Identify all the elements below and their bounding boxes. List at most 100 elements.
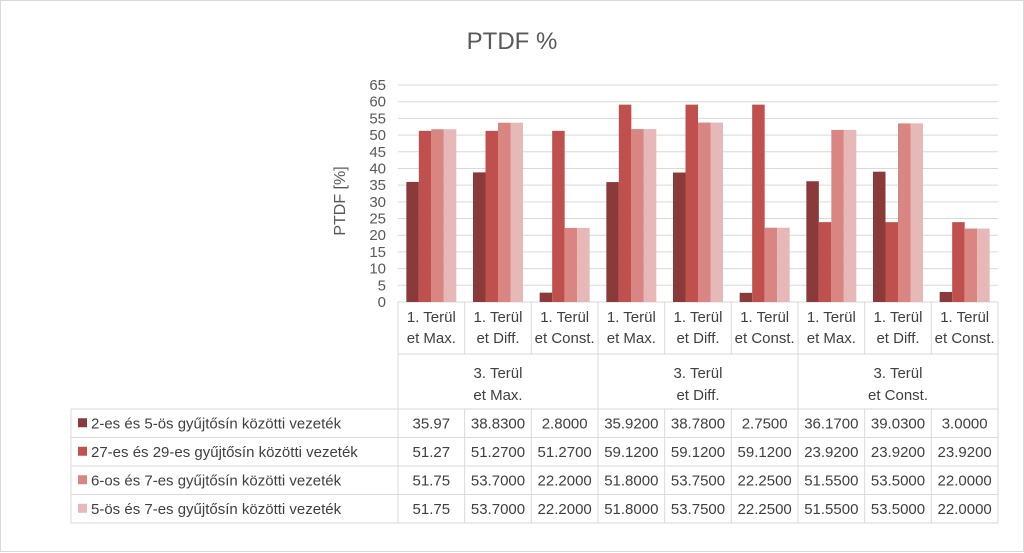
data-label: 38.7800 bbox=[671, 415, 725, 432]
y-tick-label: 30 bbox=[369, 194, 386, 211]
bar bbox=[406, 181, 419, 302]
bar bbox=[443, 129, 457, 302]
bar bbox=[510, 122, 523, 303]
data-label: 23.9200 bbox=[938, 444, 992, 461]
bar bbox=[885, 222, 898, 302]
x-group-label: 3. Terül bbox=[474, 365, 523, 382]
bar bbox=[910, 123, 923, 303]
bar bbox=[739, 292, 753, 302]
data-table: 1. Terül et Max. 1. Terül et Diff. 1. Terül e… bbox=[70, 302, 999, 524]
data-label: 2.7500 bbox=[742, 415, 788, 432]
data-label: 36.1700 bbox=[804, 415, 858, 432]
data-label: 3.0000 bbox=[942, 415, 988, 432]
x-group-label: et Diff. bbox=[676, 387, 719, 404]
bar bbox=[939, 291, 953, 302]
data-label: 59.1200 bbox=[604, 444, 658, 461]
bars bbox=[406, 104, 990, 303]
data-label: 51.8000 bbox=[604, 501, 658, 518]
legend-key bbox=[78, 418, 87, 428]
y-tick-label: 20 bbox=[369, 227, 386, 244]
x-category-label: 1. Terül bbox=[407, 309, 456, 326]
data-label: 38.8300 bbox=[471, 415, 525, 432]
legend-series-name: 6-os és 7-es gyűjtősín közötti vezeték bbox=[91, 472, 342, 489]
bar bbox=[710, 122, 723, 302]
bar bbox=[752, 104, 765, 302]
x-category-label: 1. Terül bbox=[607, 309, 656, 326]
bar bbox=[643, 129, 657, 302]
data-label: 59.1200 bbox=[671, 444, 725, 461]
y-tick-label: 55 bbox=[369, 110, 386, 127]
y-tick-label: 0 bbox=[378, 294, 386, 311]
x-category-label: 1. Terül bbox=[540, 309, 589, 326]
data-label: 59.1200 bbox=[738, 444, 792, 461]
data-label: 35.9200 bbox=[604, 415, 658, 432]
bar bbox=[631, 129, 644, 302]
bar bbox=[777, 227, 790, 302]
x-category-label: 1. Terül bbox=[940, 309, 989, 326]
data-label: 53.5000 bbox=[871, 472, 925, 489]
x-group-label: 3. Terül bbox=[674, 365, 723, 382]
data-label: 2.8000 bbox=[542, 415, 588, 432]
y-tick-label: 50 bbox=[369, 127, 386, 144]
bar bbox=[873, 171, 886, 302]
y-tick-label: 35 bbox=[369, 177, 386, 194]
bar bbox=[964, 228, 978, 302]
data-label: 35.97 bbox=[413, 415, 451, 432]
data-label: 51.5500 bbox=[804, 472, 858, 489]
data-label: 23.9200 bbox=[871, 444, 925, 461]
data-label: 51.75 bbox=[413, 472, 451, 489]
x-category-label: et Const. bbox=[735, 330, 795, 347]
legend-key bbox=[78, 475, 87, 485]
data-label: 22.2500 bbox=[738, 501, 792, 518]
bar bbox=[431, 129, 444, 302]
data-label: 51.27 bbox=[413, 444, 451, 461]
x-category-label: 1. Terül bbox=[740, 309, 789, 326]
y-tick-label: 10 bbox=[369, 261, 386, 278]
bar bbox=[552, 130, 565, 302]
y-tick-label: 5 bbox=[378, 277, 386, 294]
data-label: 22.2500 bbox=[738, 472, 792, 489]
data-label: 53.7000 bbox=[471, 472, 525, 489]
x-category-label: et Diff. bbox=[676, 330, 719, 347]
legend-series-name: 5-ös és 7-es gyűjtősín közötti vezeték bbox=[91, 501, 342, 518]
data-label: 22.2000 bbox=[538, 472, 592, 489]
chart-title: PTDF % bbox=[467, 28, 558, 55]
bar bbox=[818, 222, 832, 302]
bar bbox=[764, 227, 778, 302]
data-label: 51.2700 bbox=[538, 444, 592, 461]
bar bbox=[485, 130, 498, 302]
data-label: 53.5000 bbox=[871, 501, 925, 518]
data-label: 39.0300 bbox=[871, 415, 925, 432]
bar bbox=[473, 172, 486, 302]
bar bbox=[577, 227, 590, 302]
x-category-label: et Max. bbox=[607, 330, 656, 347]
x-group-label: et Const. bbox=[868, 387, 928, 404]
bar bbox=[498, 122, 511, 303]
x-category-label: 1. Terül bbox=[807, 309, 856, 326]
y-tick-label: 45 bbox=[369, 144, 386, 161]
x-category-label: 1. Terül bbox=[674, 309, 723, 326]
x-category-label: et Max. bbox=[807, 330, 856, 347]
bar bbox=[806, 181, 819, 302]
x-category-label: et Diff. bbox=[876, 330, 919, 347]
legend-series-name: 2-es és 5-ös gyűjtősín közötti vezeték bbox=[91, 415, 342, 432]
y-tick-label: 15 bbox=[369, 244, 386, 261]
y-tick-label: 65 bbox=[369, 77, 386, 94]
data-label: 53.7000 bbox=[471, 501, 525, 518]
bar bbox=[898, 123, 911, 303]
bar bbox=[606, 182, 619, 302]
bar bbox=[698, 122, 711, 302]
data-label: 22.0000 bbox=[938, 472, 992, 489]
bar bbox=[843, 129, 857, 302]
x-category-label: et Diff. bbox=[476, 330, 519, 347]
data-label: 51.8000 bbox=[604, 472, 658, 489]
legend-series-name: 27-es és 29-es gyűjtősín közötti vezeték bbox=[91, 444, 358, 461]
data-label: 22.2000 bbox=[538, 501, 592, 518]
x-category-label: et Const. bbox=[935, 330, 995, 347]
x-category-label: 1. Terül bbox=[874, 309, 923, 326]
y-axis-label: PTDF [%] bbox=[332, 166, 349, 235]
data-label: 51.5500 bbox=[804, 501, 858, 518]
bar bbox=[673, 172, 686, 302]
data-label: 51.75 bbox=[413, 501, 451, 518]
